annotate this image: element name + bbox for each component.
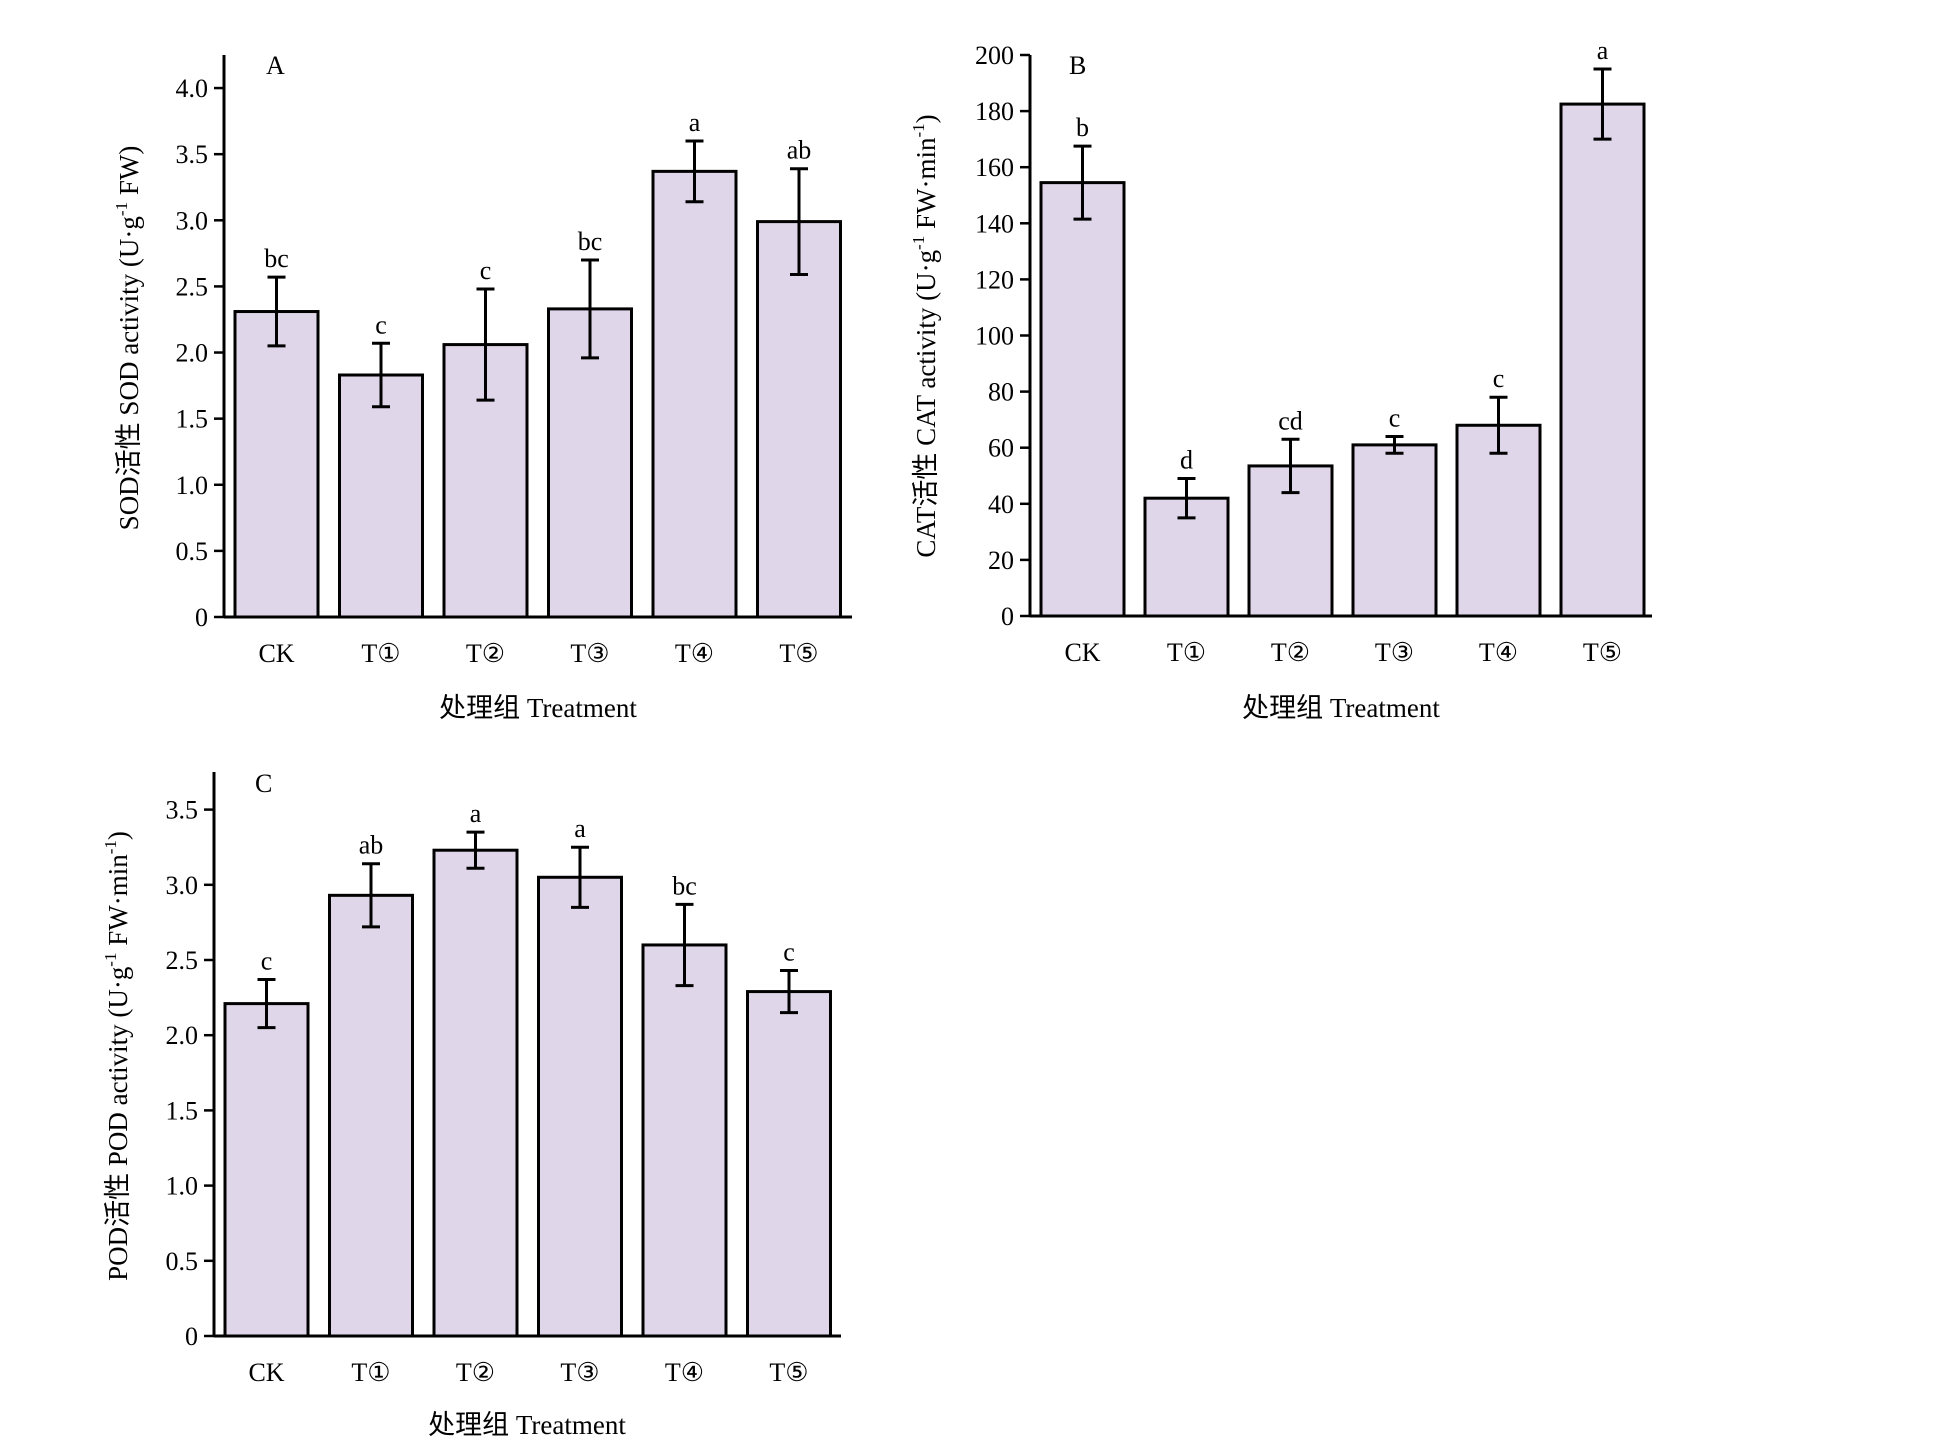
y-tick-label: 0 xyxy=(1001,602,1014,631)
bar xyxy=(1039,181,1126,618)
x-tick-label: T③ xyxy=(1375,638,1414,667)
x-tick-label: T① xyxy=(361,639,400,668)
y-tick-label: 120 xyxy=(975,265,1014,294)
significance-letter: d xyxy=(1180,446,1193,475)
x-tick-label: T③ xyxy=(560,1358,599,1387)
significance-letter: bc xyxy=(578,227,603,256)
x-tick-label: T④ xyxy=(675,639,714,668)
y-tick-label: 3.0 xyxy=(176,206,209,235)
y-tick-label: 100 xyxy=(975,322,1014,351)
x-tick-label: T⑤ xyxy=(1583,638,1622,667)
significance-letter: c xyxy=(480,256,492,285)
significance-letter: bc xyxy=(264,244,289,273)
bar xyxy=(537,875,623,1338)
y-tick-label: 3.5 xyxy=(166,796,199,825)
bar xyxy=(1351,443,1438,618)
x-tick-label: T④ xyxy=(1479,638,1518,667)
significance-letter: ab xyxy=(359,831,384,860)
y-tick-label: 2.0 xyxy=(176,339,209,368)
x-tick-label: CK xyxy=(1064,638,1100,667)
bar xyxy=(338,373,424,619)
bar xyxy=(1559,102,1646,618)
y-tick-label: 4.0 xyxy=(176,74,209,103)
x-tick-label: T② xyxy=(1271,638,1310,667)
y-tick-label: 200 xyxy=(975,41,1014,70)
y-tick-label: 1.0 xyxy=(176,471,209,500)
x-tick-label: T① xyxy=(1167,638,1206,667)
y-tick-label: 3.5 xyxy=(176,140,209,169)
significance-letter: c xyxy=(783,938,795,967)
x-tick-label: CK xyxy=(258,639,294,668)
x-tick-label: CK xyxy=(248,1358,284,1387)
y-tick-label: 1.5 xyxy=(166,1096,199,1125)
y-tick-label: 0 xyxy=(195,603,208,632)
y-tick-label: 2.0 xyxy=(166,1021,199,1050)
bar xyxy=(756,220,842,619)
bar xyxy=(432,848,519,1338)
bar xyxy=(223,1002,310,1338)
x-axis-label: 处理组 Treatment xyxy=(439,693,637,723)
y-tick-label: 60 xyxy=(988,434,1014,463)
significance-letter: bc xyxy=(672,871,697,900)
significance-letter: c xyxy=(261,947,273,976)
significance-letter: ab xyxy=(787,136,812,165)
bar xyxy=(1455,423,1542,618)
significance-letter: b xyxy=(1076,113,1089,142)
y-axis-label: CAT活性 CAT activity (U·g-1 FW·min-1) xyxy=(909,114,941,557)
significance-letter: c xyxy=(1493,364,1505,393)
x-tick-label: T⑤ xyxy=(779,639,818,668)
y-axis-label: POD活性 POD activity (U·g-1 FW·min-1) xyxy=(101,831,133,1281)
bar xyxy=(328,893,414,1338)
y-tick-label: 1.0 xyxy=(166,1172,199,1201)
significance-letter: c xyxy=(375,310,387,339)
significance-letter: cd xyxy=(1278,406,1303,435)
x-tick-label: T⑤ xyxy=(769,1358,808,1387)
chart-panel-a: A SOD活性 SOD activity (U·g-1 FW) 处理组 Trea… xyxy=(112,51,852,723)
y-tick-label: 0.5 xyxy=(166,1247,199,1276)
significance-letter: a xyxy=(470,799,482,828)
y-tick-label: 0 xyxy=(185,1322,198,1351)
bar xyxy=(233,310,320,619)
y-tick-label: 2.5 xyxy=(166,946,199,975)
y-axis-label: SOD活性 SOD activity (U·g-1 FW) xyxy=(112,146,144,531)
x-tick-label: T④ xyxy=(665,1358,704,1387)
y-tick-label: 0.5 xyxy=(176,537,209,566)
y-tick-label: 80 xyxy=(988,378,1014,407)
x-tick-label: T② xyxy=(456,1358,495,1387)
bar xyxy=(547,307,633,619)
y-tick-label: 160 xyxy=(975,153,1014,182)
x-tick-label: T① xyxy=(351,1358,390,1387)
bar xyxy=(746,990,832,1338)
significance-letter: a xyxy=(1597,36,1609,65)
significance-letter: a xyxy=(689,108,701,137)
x-tick-label: T③ xyxy=(570,639,609,668)
x-tick-label: T② xyxy=(466,639,505,668)
y-tick-label: 180 xyxy=(975,97,1014,126)
bar xyxy=(641,943,728,1338)
chart-panel-c: C POD活性 POD activity (U·g-1 FW·min-1) 处理… xyxy=(101,769,841,1440)
x-axis-label: 处理组 Treatment xyxy=(1242,693,1440,723)
chart-panel-b: B CAT活性 CAT activity (U·g-1 FW·min-1) 处理… xyxy=(909,36,1652,723)
y-tick-label: 1.5 xyxy=(176,405,209,434)
y-tick-label: 20 xyxy=(988,546,1014,575)
significance-letter: c xyxy=(1389,403,1401,432)
bar xyxy=(651,169,738,619)
y-tick-label: 3.0 xyxy=(166,871,199,900)
significance-letter: a xyxy=(574,814,586,843)
y-tick-label: 2.5 xyxy=(176,272,209,301)
panel-label: C xyxy=(255,769,272,798)
y-tick-label: 140 xyxy=(975,209,1014,238)
panel-label: B xyxy=(1069,51,1086,80)
y-tick-label: 40 xyxy=(988,490,1014,519)
panel-label: A xyxy=(266,51,285,80)
x-axis-label: 处理组 Treatment xyxy=(428,1410,626,1440)
